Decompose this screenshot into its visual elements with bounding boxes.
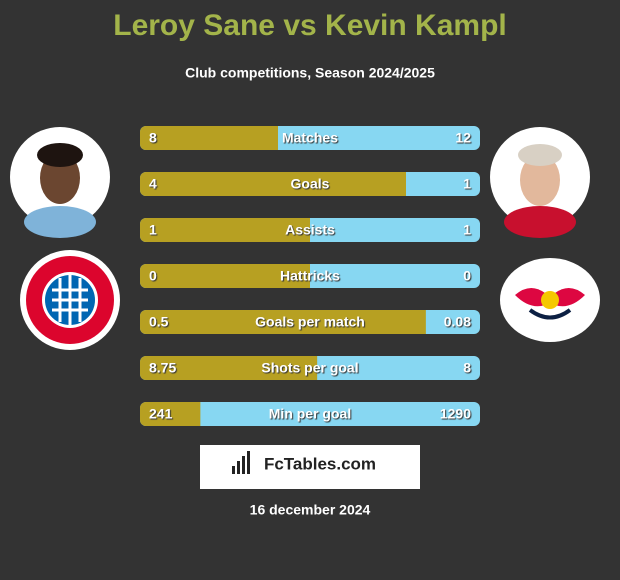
right-value: 0 [463,268,471,284]
date: 16 december 2024 [250,502,371,518]
left-bar [140,402,201,426]
left-bar [140,172,406,196]
left-value: 0.5 [149,314,169,330]
left-bar [140,264,310,288]
stat-label: Matches [282,130,338,146]
right-value: 1290 [440,406,471,422]
stat-label: Min per goal [269,406,351,422]
left-bar [140,310,426,334]
left-bar [140,218,310,242]
left-value: 8.75 [149,360,176,376]
left-bar [140,126,278,150]
player-left-photo [10,127,110,238]
player-right-photo [490,127,590,238]
right-value: 8 [463,360,471,376]
stat-label: Goals [291,176,330,192]
left-bar [140,356,318,380]
left-value: 8 [149,130,157,146]
brand-icon [232,451,250,474]
right-value: 1 [463,176,471,192]
title: Leroy Sane vs Kevin Kampl [113,9,507,42]
left-value: 241 [149,406,173,422]
stat-label: Goals per match [255,314,365,330]
stat-label: Hattricks [280,268,340,284]
stat-label: Assists [285,222,335,238]
brand-box [200,445,420,489]
club-left-logo [20,250,120,350]
brand: FcTables.com [264,454,376,473]
right-value: 1 [463,222,471,238]
right-bar [140,402,480,426]
left-value: 0 [149,268,157,284]
stat-rows: 8 Matches 12 4 Goals 1 1 Assists 1 0 Hattricks 0 0.5… [140,126,480,426]
right-value: 0.08 [444,314,471,330]
stat-label: Shots per goal [261,360,358,376]
subtitle: Club competitions, Season 2024/2025 [185,65,435,81]
left-value: 1 [149,222,157,238]
club-right-logo [500,258,600,342]
left-value: 4 [149,176,157,192]
right-value: 12 [455,130,471,146]
